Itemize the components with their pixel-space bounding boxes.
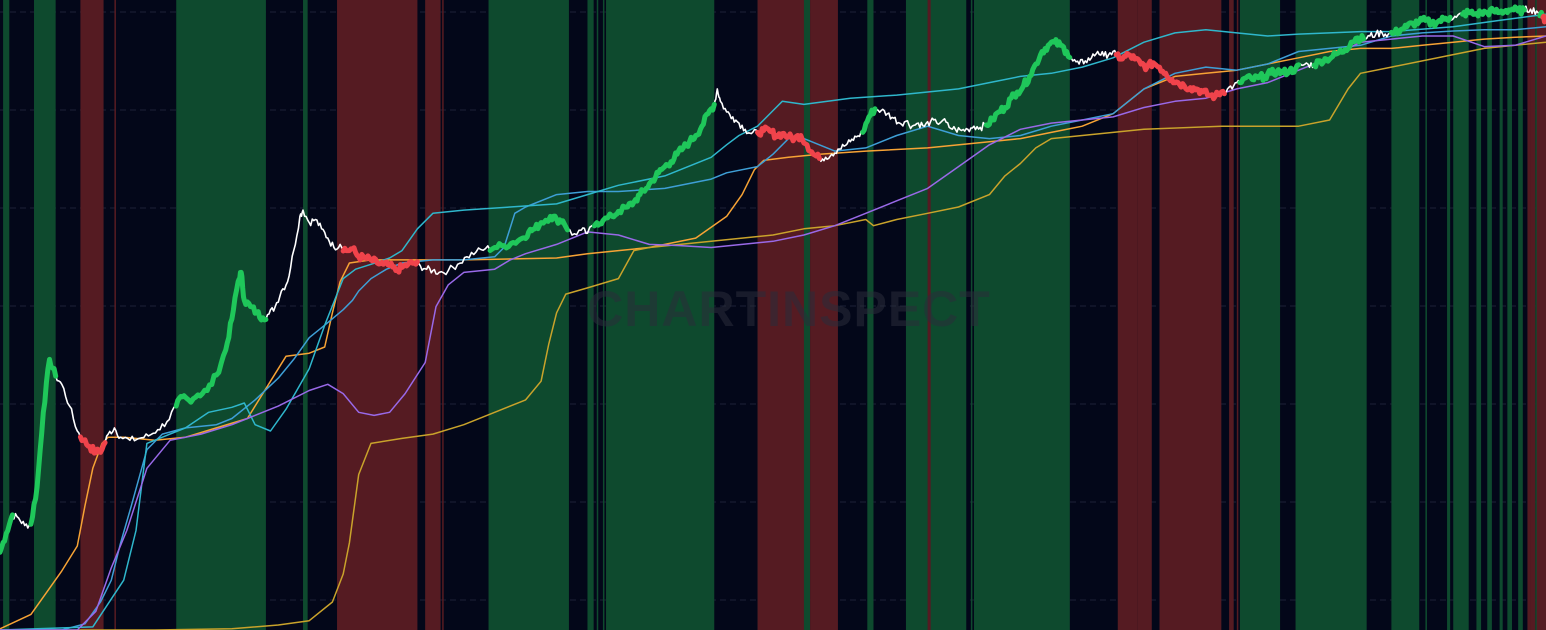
price-bull-segment xyxy=(1311,33,1367,70)
price-bear-segment xyxy=(340,245,420,275)
indicator-series-5 xyxy=(0,35,1546,630)
price-bull-segment xyxy=(1460,4,1527,19)
bear-zone xyxy=(927,0,931,630)
bull-zone xyxy=(1499,0,1503,630)
bull-zone xyxy=(905,0,967,630)
bull-zone xyxy=(1518,0,1523,630)
bull-zone xyxy=(1391,0,1420,630)
price-bull-segment xyxy=(983,37,1073,129)
bull-zone xyxy=(1295,0,1367,630)
price-bull-segment xyxy=(1388,14,1433,37)
bull-zone xyxy=(596,0,599,630)
bear-zone xyxy=(1527,0,1531,630)
regime-zones xyxy=(3,0,1546,630)
price-bull-segment xyxy=(1237,62,1302,86)
bull-zone xyxy=(587,0,594,630)
indicator-series-4 xyxy=(0,13,1546,630)
bear-zone xyxy=(1137,0,1152,630)
price-bull-segment xyxy=(173,269,269,409)
price-bull-segment xyxy=(860,106,878,135)
bear-zone xyxy=(337,0,418,630)
bear-zone xyxy=(757,0,804,630)
indicator-series-3 xyxy=(0,25,1546,630)
bear-zone xyxy=(1536,0,1546,630)
bull-zone xyxy=(3,0,10,630)
bear-zone xyxy=(1236,0,1239,630)
price-bear-segment xyxy=(1540,13,1546,25)
bear-zone xyxy=(1117,0,1138,630)
bull-zone xyxy=(176,0,266,630)
bear-zone xyxy=(1530,0,1536,630)
bull-zone xyxy=(1507,0,1512,630)
bull-zone xyxy=(488,0,569,630)
bull-zone xyxy=(1476,0,1482,630)
bull-zone xyxy=(867,0,874,630)
bull-zone xyxy=(1453,0,1469,630)
price-bear-segment xyxy=(755,124,822,161)
bull-zone xyxy=(602,0,605,630)
price-bull-segment xyxy=(0,512,15,555)
bull-zone xyxy=(1239,0,1281,630)
bear-zone xyxy=(114,0,116,630)
bear-zone xyxy=(442,0,444,630)
indicator-series-2 xyxy=(0,41,1546,630)
bull-zone xyxy=(606,0,715,630)
indicator-lines xyxy=(0,13,1546,630)
bear-zone xyxy=(80,0,104,630)
price-bear-segment xyxy=(77,434,108,456)
price-bull-segment xyxy=(591,101,717,229)
price-bull-segment xyxy=(487,213,570,253)
price-bull-segment xyxy=(1429,14,1453,29)
price-bull-segment xyxy=(28,356,59,527)
bull-zone xyxy=(1425,0,1427,630)
bull-zone xyxy=(34,0,56,630)
bull-zone xyxy=(1487,0,1492,630)
bear-zone xyxy=(1229,0,1234,630)
bull-zone xyxy=(970,0,973,630)
price-line xyxy=(0,4,1546,555)
bear-zone xyxy=(425,0,441,630)
bear-zone xyxy=(1159,0,1222,630)
bull-zone xyxy=(1447,0,1451,630)
price-bear-segment xyxy=(1113,50,1227,102)
bull-zone xyxy=(303,0,308,630)
bear-zone xyxy=(810,0,838,630)
bull-zone xyxy=(973,0,1070,630)
